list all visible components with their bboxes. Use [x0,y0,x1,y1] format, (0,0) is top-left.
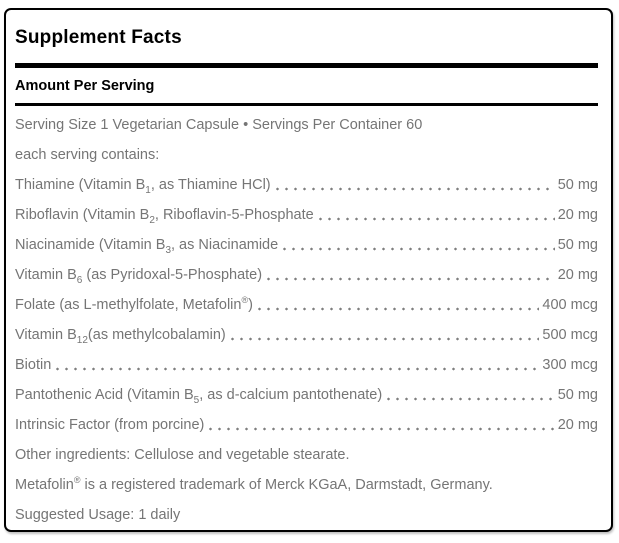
nutrient-name: Folate (as L-methylfolate, Metafolin®) [15,295,253,313]
other-ingredients-text: Other ingredients: Cellulose and vegetab… [15,447,350,463]
nutrient-name: Intrinsic Factor (from porcine) [15,417,205,433]
each-serving-line: each serving contains: [15,140,598,170]
nutrient-row-vitamin-b6: Vitamin B6 (as Pyridoxal-5-Phosphate) 20… [15,260,598,290]
nutrient-amount: 20 mg [557,267,598,283]
nutrient-name: Vitamin B6 (as Pyridoxal-5-Phosphate) [15,267,263,286]
nutrient-row-biotin: Biotin 300 mcg [15,350,598,380]
registered-trademark-symbol: ® [241,295,249,306]
thick-divider [15,63,598,68]
nutrient-amount: 50 mg [557,387,598,403]
trademark-text: Metafolin® is a registered trademark of … [15,475,493,493]
dot-leader [254,290,540,320]
medium-divider [15,103,598,106]
dot-leader [315,200,555,230]
other-ingredients-line: Other ingredients: Cellulose and vegetab… [15,440,598,470]
nutrient-name: Niacinamide (Vitamin B3, as Niacinamide [15,237,279,256]
nutrient-row-vitamin-b12: Vitamin B12(as methylcobalamin) 500 mcg [15,320,598,350]
dot-leader [264,260,555,290]
panel-title: Supplement Facts [15,27,182,48]
nutrient-amount: 20 mg [557,417,598,433]
dot-leader [272,170,555,200]
suggested-usage-line: Suggested Usage: 1 daily [15,500,598,530]
nutrient-amount: 400 mcg [542,297,598,313]
dot-leader [384,380,555,410]
supplement-facts-panel: Supplement Facts Amount Per Serving Serv… [4,8,613,532]
nutrient-name: Pantothenic Acid (Vitamin B5, as d-calci… [15,387,383,406]
serving-size-line: Serving Size 1 Vegetarian Capsule • Serv… [15,110,598,140]
each-serving-text: each serving contains: [15,147,160,163]
dot-leader [53,350,540,380]
nutrient-name: Biotin [15,357,52,373]
nutrient-row-thiamine: Thiamine (Vitamin B1, as Thiamine HCl) 5… [15,170,598,200]
nutrient-row-pantothenic-acid: Pantothenic Acid (Vitamin B5, as d-calci… [15,380,598,410]
trademark-line: Metafolin® is a registered trademark of … [15,470,598,500]
nutrient-amount: 20 mg [557,207,598,223]
nutrient-name: Riboflavin (Vitamin B2, Riboflavin-5-Pho… [15,207,314,226]
nutrient-name: Thiamine (Vitamin B1, as Thiamine HCl) [15,177,271,196]
nutrient-amount: 300 mcg [542,357,598,373]
nutrient-amount: 500 mcg [542,327,598,343]
serving-size-text: Serving Size 1 Vegetarian Capsule • Serv… [15,117,423,133]
dot-leader [227,320,540,350]
nutrient-amount: 50 mg [557,237,598,253]
registered-trademark-symbol: ® [73,475,81,486]
nutrient-row-niacinamide: Niacinamide (Vitamin B3, as Niacinamide … [15,230,598,260]
nutrient-row-riboflavin: Riboflavin (Vitamin B2, Riboflavin-5-Pho… [15,200,598,230]
nutrient-amount: 50 mg [557,177,598,193]
dot-leader [280,230,555,260]
suggested-usage-text: Suggested Usage: 1 daily [15,507,181,523]
nutrient-list: Serving Size 1 Vegetarian Capsule • Serv… [15,110,598,530]
nutrient-row-intrinsic-factor: Intrinsic Factor (from porcine) 20 mg [15,410,598,440]
amount-per-serving-header: Amount Per Serving [15,78,155,94]
nutrient-row-folate: Folate (as L-methylfolate, Metafolin®) 4… [15,290,598,320]
nutrient-name: Vitamin B12(as methylcobalamin) [15,327,226,346]
dot-leader [206,410,555,440]
